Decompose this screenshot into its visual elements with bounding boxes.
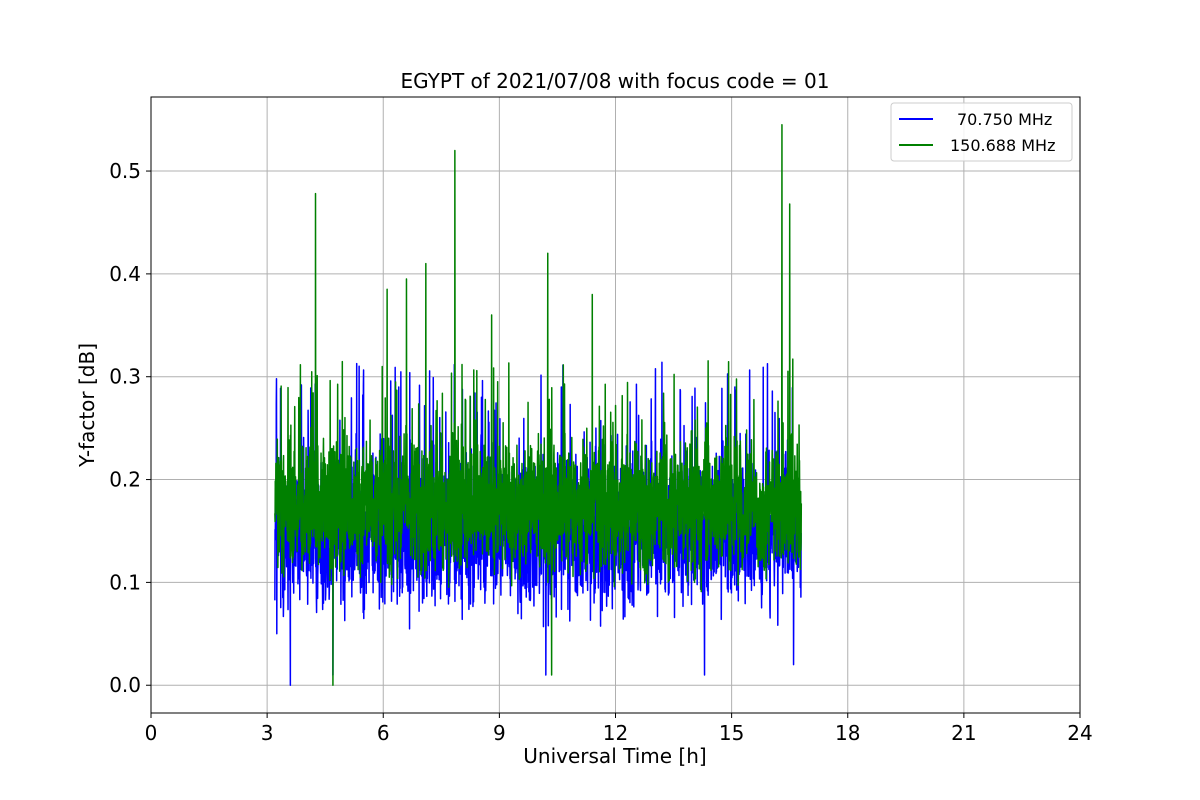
- y-tick-label: 0.5: [109, 159, 141, 183]
- y-tick-label: 0.4: [109, 262, 141, 286]
- legend: 70.750 MHz 150.688 MHz: [890, 102, 1073, 162]
- y-axis-ticks: 0.0 0.1 0.2 0.3 0.4 0.5: [109, 159, 151, 697]
- x-axis-ticks: 0 3 6 9 12 15 18 21 24: [145, 713, 1093, 745]
- y-tick-label: 0.3: [109, 365, 141, 389]
- legend-box: [890, 102, 1073, 162]
- x-tick-label: 12: [603, 721, 628, 745]
- x-tick-label: 6: [377, 721, 390, 745]
- legend-label-70-750: 70.750 MHz: [957, 110, 1052, 129]
- x-tick-label: 15: [719, 721, 744, 745]
- x-tick-label: 0: [145, 721, 158, 745]
- y-tick-label: 0.0: [109, 673, 141, 697]
- x-tick-label: 21: [951, 721, 976, 745]
- x-tick-label: 24: [1067, 721, 1092, 745]
- y-axis-label: Y-factor [dB]: [75, 343, 99, 468]
- y-tick-label: 0.1: [109, 570, 141, 594]
- x-tick-label: 3: [261, 721, 274, 745]
- plot-area: [274, 124, 803, 686]
- x-tick-label: 9: [493, 721, 506, 745]
- x-tick-label: 18: [835, 721, 860, 745]
- legend-label-150-688: 150.688 MHz: [950, 136, 1055, 155]
- x-axis-label: Universal Time [h]: [523, 744, 706, 768]
- chart-title: EGYPT of 2021/07/08 with focus code = 01: [401, 69, 830, 93]
- series-layer: [274, 124, 803, 686]
- y-tick-label: 0.2: [109, 468, 141, 492]
- series-line-150-688-mhz: [274, 124, 803, 686]
